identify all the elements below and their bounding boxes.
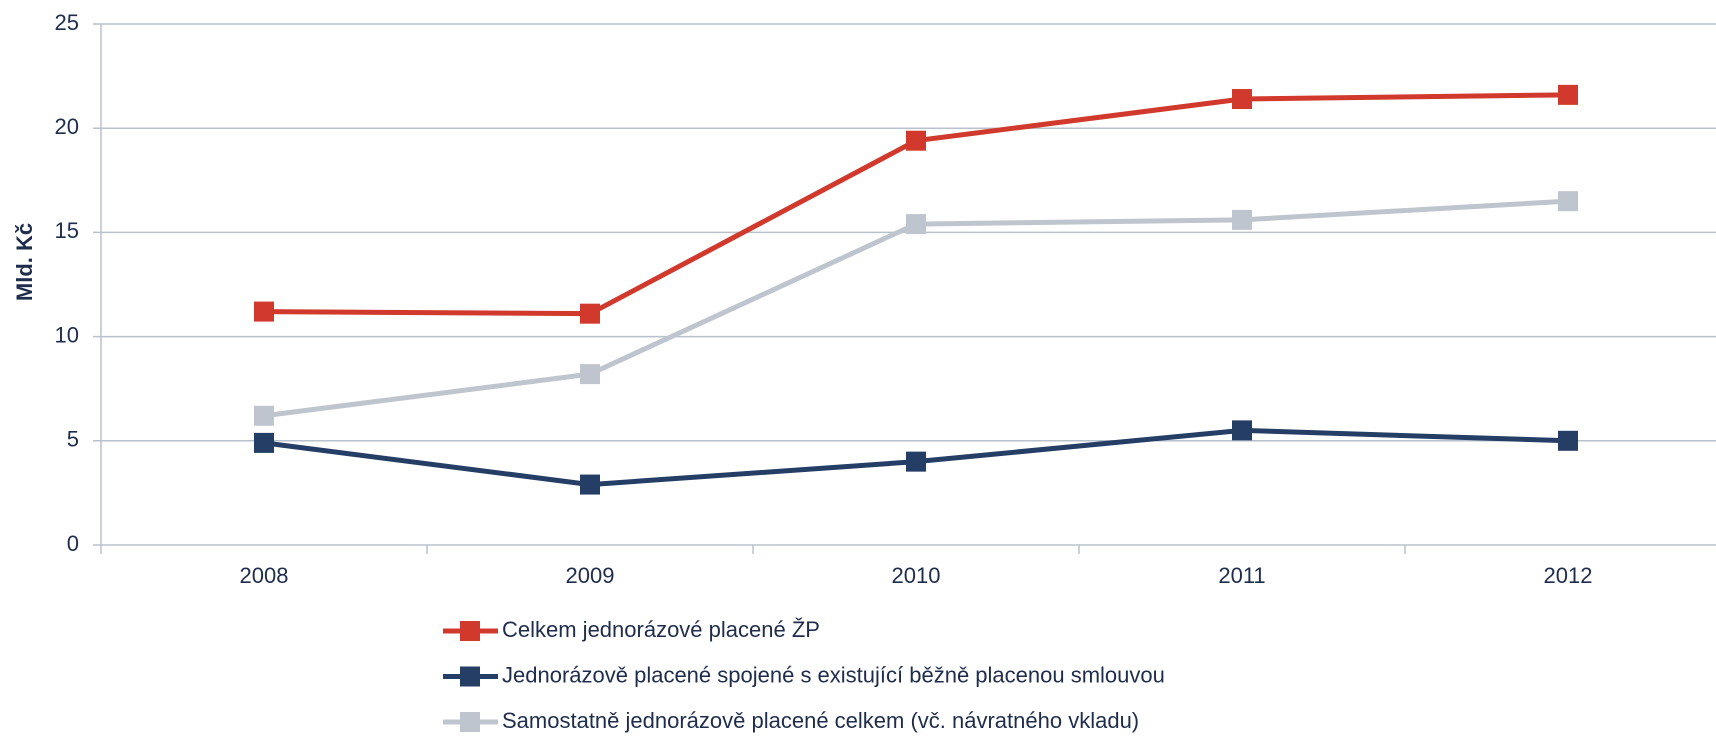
marker: [1232, 420, 1252, 441]
y-tick-label: 0: [67, 531, 79, 556]
legend-marker: [460, 712, 480, 732]
marker: [1558, 191, 1578, 212]
marker: [906, 451, 926, 472]
x-tick-label: 2009: [566, 563, 615, 588]
marker: [1558, 430, 1578, 451]
legend-label: Samostatně jednorázově placené celkem (v…: [502, 708, 1139, 733]
y-tick-label: 20: [55, 114, 79, 139]
marker: [906, 214, 926, 235]
x-tick-label: 2011: [1218, 563, 1265, 588]
legend-label: Celkem jednorázové placené ŽP: [502, 617, 820, 642]
marker: [906, 130, 926, 151]
legend-marker: [460, 666, 480, 687]
y-tick-label: 10: [55, 322, 79, 347]
marker: [580, 474, 600, 495]
legend-label: Jednorázově placené spojené s existující…: [502, 662, 1165, 687]
marker: [1232, 89, 1252, 110]
marker: [580, 364, 600, 385]
y-axis-label: Mld. Kč: [12, 223, 37, 301]
marker: [254, 405, 274, 426]
y-tick-label: 25: [55, 10, 79, 35]
y-tick-label: 5: [67, 427, 79, 452]
x-tick-label: 2008: [240, 563, 289, 588]
y-tick-label: 15: [55, 218, 79, 243]
legend-marker: [460, 621, 480, 641]
marker: [1232, 209, 1252, 230]
marker: [1558, 84, 1578, 105]
x-tick-label: 2010: [892, 563, 941, 588]
x-tick-label: 2012: [1544, 563, 1593, 588]
marker: [580, 303, 600, 324]
marker: [254, 432, 274, 453]
marker: [254, 301, 274, 322]
